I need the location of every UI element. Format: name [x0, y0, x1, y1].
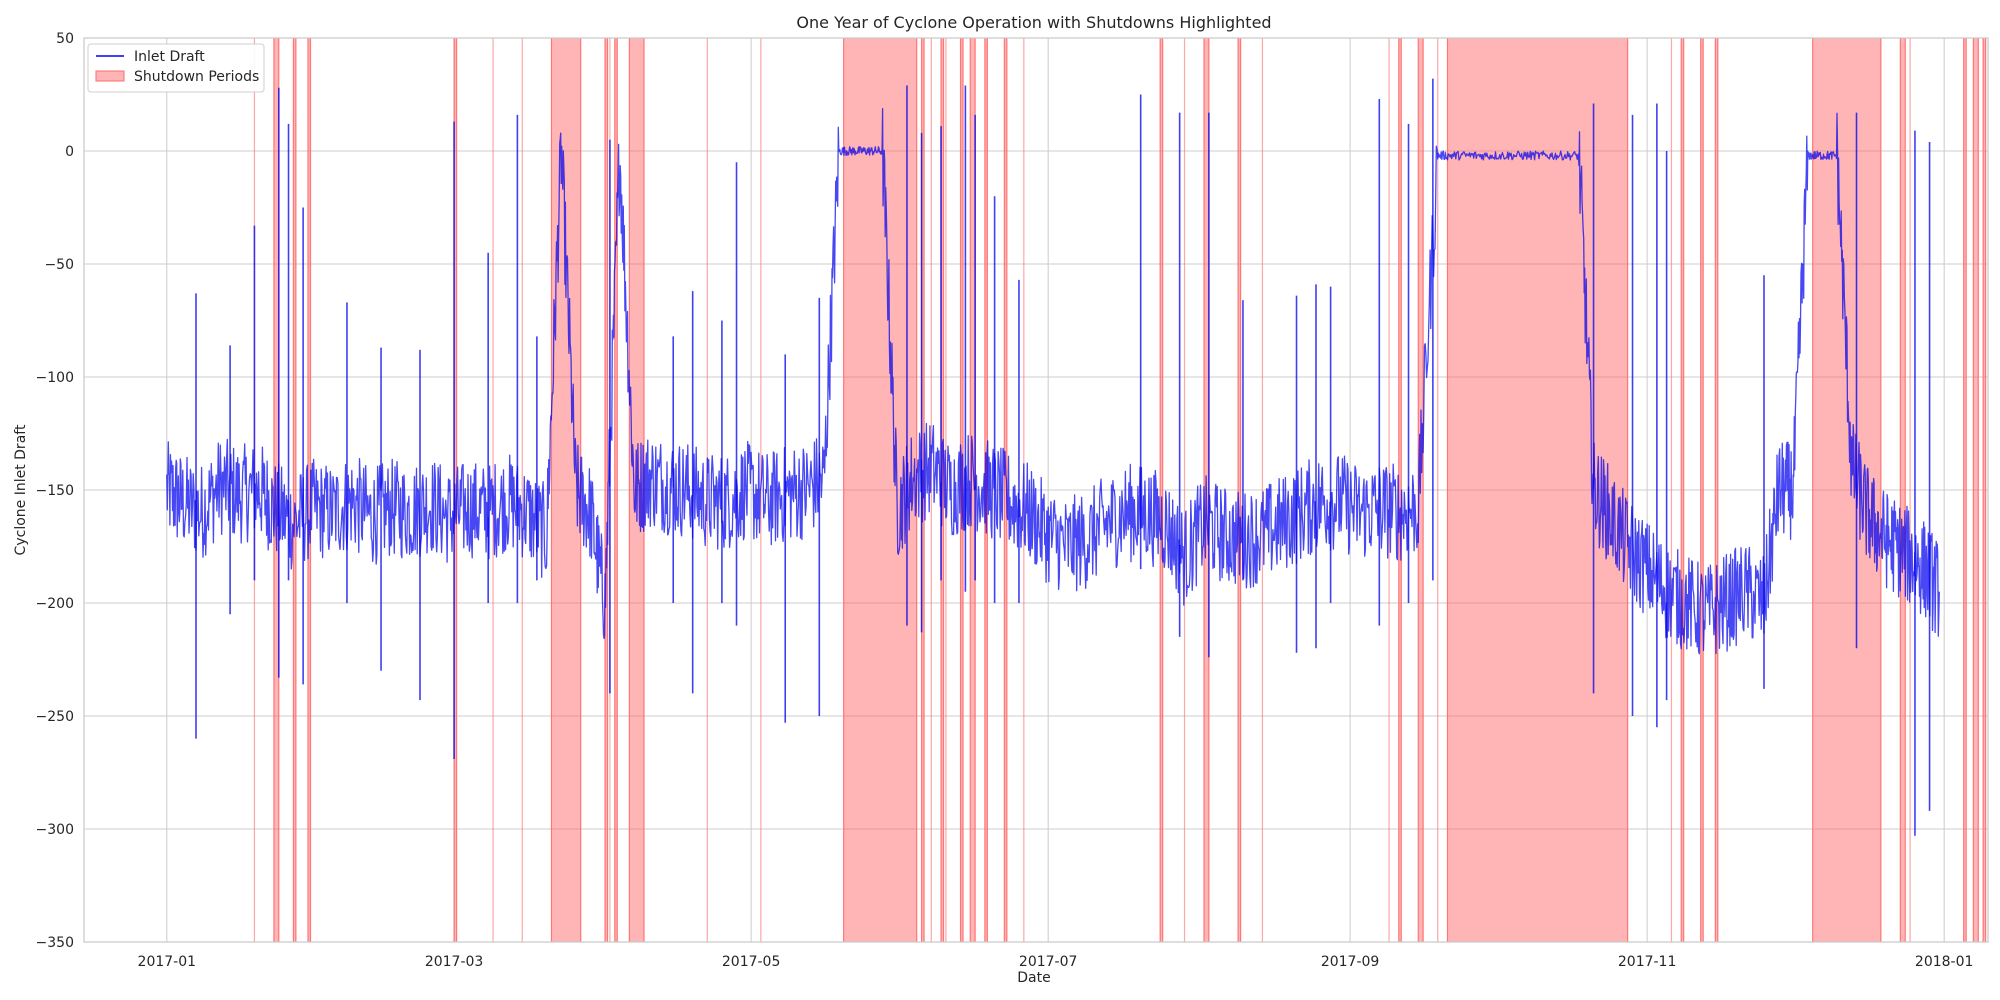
- y-tick-label: 0: [65, 144, 74, 160]
- y-tick-label: −350: [36, 935, 74, 951]
- shutdown-band: [1900, 38, 1906, 942]
- shutdown-band: [1004, 38, 1007, 942]
- shutdown-band: [970, 38, 976, 942]
- legend: Inlet Draft Shutdown Periods: [87, 43, 265, 93]
- y-tick-label: −50: [44, 257, 74, 273]
- x-tick-label: 2017-09: [1321, 954, 1380, 970]
- shutdown-band: [1681, 38, 1684, 942]
- x-tick-label: 2017-07: [1019, 954, 1078, 970]
- shutdown-band: [1973, 38, 1979, 942]
- x-tick-label: 2017-01: [138, 954, 197, 970]
- shutdown-band: [1963, 38, 1967, 942]
- y-tick-label: −300: [36, 822, 74, 838]
- y-tick-label: −150: [36, 483, 74, 499]
- x-axis-title: Date: [1017, 970, 1050, 986]
- legend-label-shutdown-periods: Shutdown Periods: [134, 69, 259, 85]
- shutdown-band: [605, 38, 608, 942]
- shutdown-band: [1160, 38, 1163, 942]
- y-tick-label: −100: [36, 370, 74, 386]
- shutdown-band: [273, 38, 279, 942]
- shutdown-band: [1238, 38, 1241, 942]
- shutdown-band: [1812, 38, 1881, 942]
- y-axis-title: Cyclone Inlet Draft: [13, 424, 29, 555]
- legend-box: [87, 43, 265, 93]
- shutdown-band: [1715, 38, 1718, 942]
- shutdown-band: [614, 38, 618, 942]
- shutdown-band: [308, 38, 311, 942]
- y-tick-label: −250: [36, 709, 74, 725]
- y-tick-label: −200: [36, 596, 74, 612]
- chart-title: One Year of Cyclone Operation with Shutd…: [796, 13, 1271, 32]
- plot-frame: [83, 37, 1989, 943]
- inlet-draft-series: [166, 78, 1940, 836]
- x-tick-label: 2017-03: [425, 954, 484, 970]
- x-tick-label: 2017-11: [1618, 954, 1677, 970]
- y-tick-labels: 50 0 −50 −100 −150 −200 −250 −300 −350: [36, 31, 74, 951]
- legend-patch-swatch: [95, 70, 125, 82]
- x-tick-label: 2018-01: [1915, 954, 1974, 970]
- shutdown-band: [1983, 38, 1986, 942]
- shutdown-band: [1398, 38, 1402, 942]
- y-tick-label: 50: [56, 31, 74, 47]
- x-tick-labels: 2017-01 2017-03 2017-05 2017-07 2017-09 2017-…: [138, 954, 1974, 970]
- shutdown-band: [1700, 38, 1704, 942]
- shutdown-band: [551, 38, 581, 942]
- series-line-inlet-draft: [166, 107, 1940, 655]
- legend-label-inlet-draft: Inlet Draft: [134, 49, 205, 65]
- shutdown-band: [293, 38, 296, 942]
- x-tick-label: 2017-05: [722, 954, 781, 970]
